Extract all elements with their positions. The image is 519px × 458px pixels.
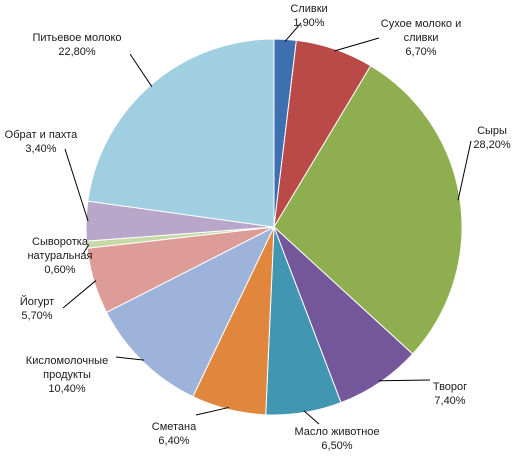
slice-value-label: 28,20% xyxy=(473,139,511,151)
slice-name-label: Сыры xyxy=(477,125,507,137)
leader-line-5 xyxy=(303,410,320,425)
slice-value-label: 10,40% xyxy=(48,383,86,395)
pie-slice-3 xyxy=(273,65,463,355)
slice-value-label: 0,60% xyxy=(44,264,75,276)
slice-name-label: Творог xyxy=(433,381,467,393)
slice-name-label: Йогурт xyxy=(20,295,54,308)
leader-line-2 xyxy=(334,37,380,52)
slice-name-label: Сметана xyxy=(152,421,197,433)
slice-label-3: Сыры 28,20% xyxy=(473,125,511,151)
slice-name-label: Кисломолочные xyxy=(26,355,108,367)
slice-name-label: Питьевое молоко xyxy=(32,32,121,44)
slice-name-label: Масло животное xyxy=(294,426,379,438)
slice-name-label: Сливки xyxy=(290,3,327,15)
slice-value-label: 22,80% xyxy=(58,46,96,58)
leader-line-8 xyxy=(62,280,97,309)
labels-layer: Сливки 1,90% Сухое молоко и сливки 6,70% Сыры… xyxy=(5,3,511,452)
pie-slice-11 xyxy=(87,38,275,228)
slice-label-10: Обрат и пахта 3,40% xyxy=(5,129,79,155)
slices-layer xyxy=(85,38,463,416)
slice-label-6: Сметана 6,40% xyxy=(152,421,197,447)
slice-label-5: Масло животное 6,50% xyxy=(294,426,379,452)
pie-slice-7 xyxy=(105,225,276,398)
slice-label-9: Сыворотка натуральная 0,60% xyxy=(27,236,92,276)
slice-value-label: 5,70% xyxy=(21,310,52,322)
slice-value-label: 3,40% xyxy=(25,143,56,155)
leader-line-3 xyxy=(457,140,472,201)
slice-name-label: Обрат и пахта xyxy=(5,129,79,141)
slice-label-11: Питьевое молоко 22,80% xyxy=(32,32,121,58)
slice-name-label: натуральная xyxy=(27,250,92,262)
slice-label-1: Сливки 1,90% xyxy=(290,3,327,29)
slice-name-label: сливки xyxy=(404,32,439,44)
slice-value-label: 6,40% xyxy=(158,435,189,447)
slice-name-label: Сухое молоко и xyxy=(381,18,461,30)
slice-value-label: 6,70% xyxy=(405,46,436,58)
slice-name-label: Сыворотка xyxy=(32,236,89,248)
leader-line-11 xyxy=(129,53,153,87)
slice-label-7: Кисломолочные продукты 10,40% xyxy=(26,355,108,395)
slice-name-label: продукты xyxy=(43,369,91,381)
slice-value-label: 6,50% xyxy=(321,440,352,452)
slice-label-2: Сухое молоко и сливки 6,70% xyxy=(381,18,461,58)
slice-value-label: 1,90% xyxy=(293,17,324,29)
leader-line-1 xyxy=(284,22,302,42)
leader-line-4 xyxy=(378,379,431,382)
slice-value-label: 7,40% xyxy=(434,395,465,407)
slice-label-8: Йогурт 5,70% xyxy=(20,295,54,322)
leader-line-9 xyxy=(82,244,90,255)
slice-label-4: Творог 7,40% xyxy=(433,381,467,407)
leader-line-7 xyxy=(115,356,145,361)
leader-line-6 xyxy=(195,406,229,416)
leader-line-10 xyxy=(64,148,89,222)
leader-lines-layer xyxy=(62,22,472,425)
